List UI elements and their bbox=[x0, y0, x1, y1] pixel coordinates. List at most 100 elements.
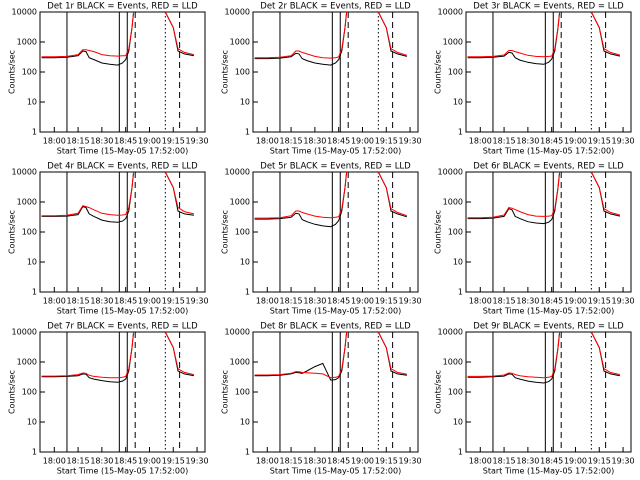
x-tick-label: 18:30 bbox=[516, 297, 539, 306]
y-tick-label: 10000 bbox=[438, 328, 463, 337]
x-tick-label: 19:00 bbox=[351, 137, 374, 146]
y-tick-label: 100 bbox=[235, 228, 250, 237]
x-tick-label: 18:15 bbox=[493, 297, 516, 306]
y-tick-label: 10 bbox=[240, 98, 250, 107]
series-line bbox=[41, 171, 195, 217]
y-tick-label: 10000 bbox=[225, 168, 250, 177]
panel-title: Det 2r BLACK = Events, RED = LLD bbox=[260, 2, 411, 12]
plot-frame bbox=[252, 171, 419, 293]
y-tick-label: 100 bbox=[448, 388, 463, 397]
x-tick-label: 19:15 bbox=[375, 297, 398, 306]
panel-title: Det 5r BLACK = Events, RED = LLD bbox=[260, 162, 411, 172]
y-tick-label: 1000 bbox=[230, 38, 250, 47]
x-tick-label: 18:15 bbox=[493, 457, 516, 466]
x-tick-label: 18:00 bbox=[469, 297, 492, 306]
series-line bbox=[41, 331, 194, 383]
panel-title: Det 4r BLACK = Events, RED = LLD bbox=[47, 162, 198, 172]
series-line bbox=[467, 11, 621, 58]
y-axis-label: Counts/sec bbox=[221, 50, 230, 94]
y-tick-label: 10000 bbox=[438, 168, 463, 177]
y-tick-label: 100 bbox=[448, 68, 463, 77]
series-line bbox=[41, 171, 194, 223]
x-axis-label: Start Time (15-May-05 17:52:00) bbox=[483, 147, 614, 156]
y-axis-label: Counts/sec bbox=[434, 210, 443, 254]
plot-frame bbox=[39, 171, 206, 293]
y-tick-label: 1 bbox=[245, 448, 250, 457]
panel-title: Det 9r BLACK = Events, RED = LLD bbox=[473, 322, 624, 332]
x-tick-label: 18:15 bbox=[67, 137, 90, 146]
x-tick-label: 18:15 bbox=[280, 297, 303, 306]
x-tick-label: 18:45 bbox=[114, 457, 137, 466]
x-tick-label: 18:15 bbox=[67, 297, 90, 306]
y-tick-label: 1 bbox=[458, 288, 463, 297]
series-line bbox=[467, 171, 621, 219]
plot-frame bbox=[465, 171, 632, 293]
y-tick-label: 100 bbox=[235, 68, 250, 77]
x-tick-label: 18:00 bbox=[43, 457, 66, 466]
y-axis-label: Counts/sec bbox=[221, 370, 230, 414]
y-tick-label: 10 bbox=[27, 258, 37, 267]
plot-frame bbox=[465, 331, 632, 453]
panel-title: Det 3r BLACK = Events, RED = LLD bbox=[473, 2, 624, 12]
x-axis-label: Start Time (15-May-05 17:52:00) bbox=[483, 307, 614, 316]
panel: Det 9r BLACK = Events, RED = LLD 1 10 100 10… bbox=[434, 322, 635, 476]
x-tick-label: 18:30 bbox=[516, 137, 539, 146]
y-tick-label: 1 bbox=[32, 448, 37, 457]
x-tick-label: 18:45 bbox=[114, 297, 137, 306]
x-tick-label: 19:15 bbox=[162, 137, 185, 146]
x-tick-label: 19:15 bbox=[588, 137, 611, 146]
series-line bbox=[467, 331, 621, 379]
y-tick-label: 10000 bbox=[225, 328, 250, 337]
y-tick-label: 10 bbox=[240, 418, 250, 427]
y-tick-label: 10 bbox=[27, 98, 37, 107]
x-tick-label: 18:30 bbox=[303, 137, 326, 146]
x-axis-label: Start Time (15-May-05 17:52:00) bbox=[57, 467, 188, 476]
x-tick-label: 18:30 bbox=[516, 457, 539, 466]
y-tick-label: 1000 bbox=[443, 198, 463, 207]
y-tick-label: 1000 bbox=[17, 198, 37, 207]
x-tick-label: 18:00 bbox=[43, 297, 66, 306]
y-tick-label: 10 bbox=[453, 418, 463, 427]
x-tick-label: 19:00 bbox=[564, 457, 587, 466]
y-tick-label: 10 bbox=[27, 418, 37, 427]
x-axis-label: Start Time (15-May-05 17:52:00) bbox=[57, 147, 188, 156]
y-tick-label: 1 bbox=[458, 128, 463, 137]
x-tick-label: 19:00 bbox=[351, 457, 374, 466]
y-axis-label: Counts/sec bbox=[8, 370, 17, 414]
panel-title: Det 6r BLACK = Events, RED = LLD bbox=[473, 162, 624, 172]
x-tick-label: 18:15 bbox=[280, 137, 303, 146]
series-line bbox=[467, 331, 620, 384]
x-tick-label: 19:00 bbox=[564, 137, 587, 146]
x-tick-label: 19:00 bbox=[138, 297, 161, 306]
y-tick-label: 1 bbox=[245, 288, 250, 297]
x-tick-label: 19:15 bbox=[375, 137, 398, 146]
x-tick-label: 19:30 bbox=[612, 457, 635, 466]
y-tick-label: 100 bbox=[22, 68, 37, 77]
x-axis-label: Start Time (15-May-05 17:52:00) bbox=[270, 147, 401, 156]
y-tick-label: 1 bbox=[458, 448, 463, 457]
x-tick-label: 18:00 bbox=[256, 457, 279, 466]
y-tick-label: 1000 bbox=[17, 358, 37, 367]
x-tick-label: 18:00 bbox=[256, 297, 279, 306]
x-tick-label: 18:45 bbox=[540, 137, 563, 146]
x-tick-label: 19:15 bbox=[588, 457, 611, 466]
x-tick-label: 19:15 bbox=[375, 457, 398, 466]
x-tick-label: 19:30 bbox=[186, 457, 209, 466]
x-tick-label: 19:00 bbox=[138, 137, 161, 146]
x-tick-label: 18:45 bbox=[114, 137, 137, 146]
y-axis-label: Counts/sec bbox=[434, 50, 443, 94]
x-tick-label: 18:00 bbox=[43, 137, 66, 146]
x-tick-label: 18:15 bbox=[67, 457, 90, 466]
y-tick-label: 1 bbox=[245, 128, 250, 137]
series-line bbox=[254, 331, 407, 379]
plot-frame bbox=[252, 331, 419, 453]
plot-frame bbox=[39, 11, 206, 133]
x-tick-label: 18:00 bbox=[469, 137, 492, 146]
x-tick-label: 19:15 bbox=[162, 297, 185, 306]
y-tick-label: 10000 bbox=[438, 8, 463, 17]
x-axis-label: Start Time (15-May-05 17:52:00) bbox=[483, 467, 614, 476]
y-tick-label: 1000 bbox=[230, 358, 250, 367]
y-tick-label: 10 bbox=[453, 258, 463, 267]
x-tick-label: 18:00 bbox=[469, 457, 492, 466]
y-tick-label: 1000 bbox=[230, 198, 250, 207]
